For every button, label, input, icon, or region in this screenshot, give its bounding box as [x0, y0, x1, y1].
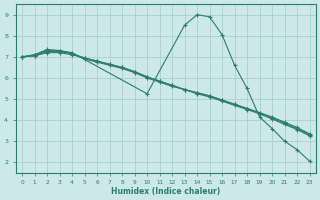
X-axis label: Humidex (Indice chaleur): Humidex (Indice chaleur) — [111, 187, 220, 196]
